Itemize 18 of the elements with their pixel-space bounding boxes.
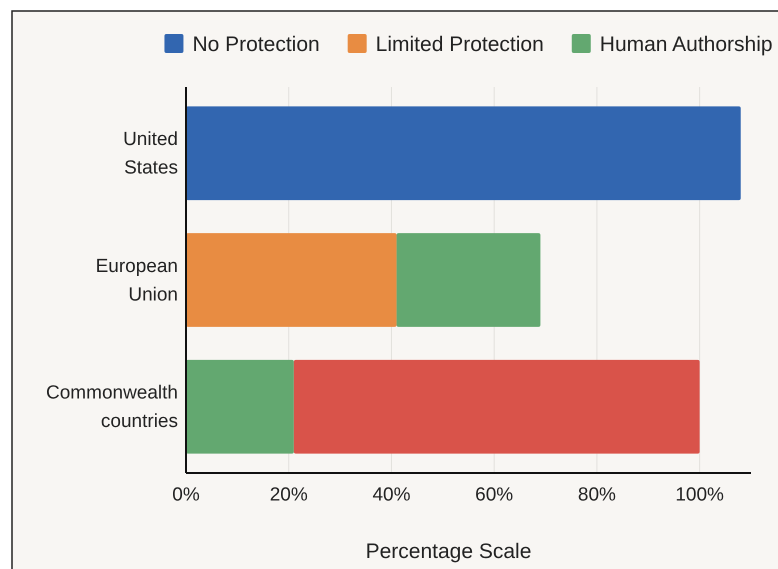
bar	[186, 360, 294, 454]
x-axis-title: Percentage Scale	[366, 540, 532, 563]
bar	[294, 360, 700, 454]
legend-label: Limited Protection	[376, 33, 544, 56]
x-tick-label: 40%	[372, 484, 411, 506]
x-tick-label: 0%	[172, 484, 200, 506]
bar	[396, 233, 540, 327]
y-tick-label: European Union	[96, 256, 178, 306]
x-tick-label: 100%	[675, 484, 724, 506]
legend-label: No Protection	[192, 33, 320, 56]
x-tick-label: 80%	[578, 484, 616, 506]
x-tick-label: 20%	[270, 484, 308, 506]
legend-label: Human Authorship	[600, 33, 773, 56]
y-tick-label: Commonwealth countries	[46, 382, 178, 432]
bar	[186, 106, 741, 200]
x-tick-label: 60%	[475, 484, 514, 506]
bar	[186, 233, 397, 327]
y-tick-label: United States	[123, 129, 178, 179]
